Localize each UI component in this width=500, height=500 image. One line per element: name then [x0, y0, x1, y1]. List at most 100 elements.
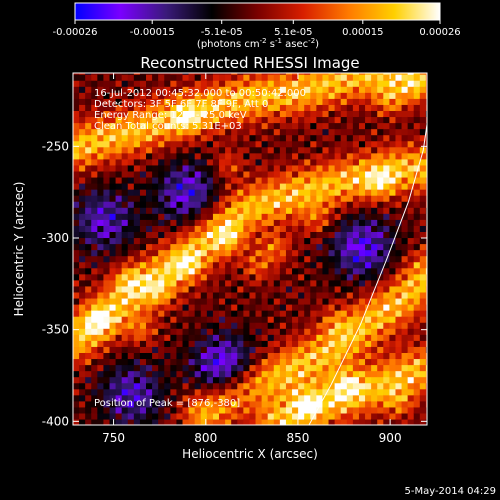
heatmap-cell: [91, 388, 98, 396]
heatmap-cell: [365, 146, 372, 154]
heatmap-cell: [139, 322, 147, 329]
heatmap-cell: [200, 146, 208, 154]
heatmap-cell: [79, 400, 86, 408]
heatmap-cell: [371, 376, 378, 384]
heatmap-cell: [346, 358, 354, 366]
heatmap-cell: [97, 73, 105, 75]
heatmap-cell: [401, 74, 409, 81]
heatmap-cell: [413, 352, 421, 360]
heatmap-cell: [298, 249, 305, 257]
heatmap-cell: [304, 213, 311, 220]
heatmap-cell: [237, 152, 244, 160]
heatmap-cell: [261, 104, 269, 111]
heatmap-cell: [139, 73, 147, 75]
heatmap-cell: [158, 134, 165, 142]
heatmap-cell: [389, 291, 397, 299]
heatmap-cell: [206, 285, 214, 293]
heatmap-cell: [182, 110, 190, 118]
heatmap-cell: [279, 334, 287, 341]
heatmap-cell: [133, 110, 141, 118]
heatmap-cell: [231, 158, 238, 166]
heatmap-cell: [200, 80, 208, 87]
heatmap-cell: [425, 201, 427, 208]
heatmap-cell: [121, 285, 129, 293]
heatmap-cell: [91, 285, 98, 293]
heatmap-cell: [419, 164, 427, 172]
heatmap-cell: [358, 225, 366, 232]
heatmap-cell: [139, 310, 147, 317]
heatmap-cell: [103, 104, 111, 111]
heatmap-cell: [139, 110, 147, 118]
heatmap-cell: [109, 92, 117, 99]
heatmap-cell: [425, 406, 427, 414]
heatmap-cell: [194, 207, 202, 214]
heatmap-cell: [389, 231, 397, 239]
heatmap-cell: [225, 201, 232, 208]
heatmap-cell: [243, 195, 251, 202]
heatmap-cell: [188, 279, 196, 287]
heatmap-cell: [334, 310, 342, 317]
heatmap-cell: [395, 255, 403, 263]
heatmap-cell: [261, 195, 269, 202]
heatmap-cell: [279, 176, 287, 184]
heatmap-cell: [91, 122, 98, 130]
heatmap-cell: [109, 170, 117, 178]
heatmap-cell: [237, 176, 244, 184]
heatmap-cell: [346, 249, 354, 257]
heatmap-cell: [97, 334, 105, 341]
heatmap-cell: [334, 176, 342, 184]
heatmap-cell: [170, 267, 178, 275]
heatmap-cell: [85, 164, 92, 172]
heatmap-cell: [200, 201, 208, 208]
heatmap-cell: [212, 146, 220, 154]
heatmap-cell: [97, 310, 105, 317]
heatmap-cell: [425, 273, 427, 281]
heatmap-cell: [85, 86, 92, 93]
heatmap-cell: [334, 110, 342, 118]
heatmap-cell: [371, 388, 378, 396]
heatmap-cell: [358, 140, 366, 148]
heatmap-cell: [115, 116, 123, 124]
heatmap-cell: [419, 418, 427, 425]
heatmap-cell: [273, 340, 281, 347]
heatmap-cell: [346, 376, 354, 384]
heatmap-cell: [139, 412, 147, 420]
heatmap-cell: [383, 412, 390, 420]
heatmap-cell: [212, 261, 220, 269]
heatmap-cell: [91, 255, 98, 263]
heatmap-cell: [255, 310, 263, 317]
heatmap-cell: [346, 243, 354, 251]
heatmap-cell: [419, 340, 427, 347]
heatmap-cell: [176, 104, 184, 111]
heatmap-cell: [97, 279, 105, 287]
heatmap-cell: [358, 322, 366, 329]
heatmap-cell: [401, 255, 409, 263]
heatmap-cell: [413, 267, 421, 275]
heatmap-cell: [146, 86, 153, 93]
heatmap-cell: [285, 352, 293, 360]
heatmap-cell: [73, 231, 80, 239]
heatmap-cell: [352, 364, 360, 372]
heatmap-cell: [109, 382, 117, 390]
heatmap-cell: [206, 376, 214, 384]
heatmap-cell: [346, 86, 354, 93]
heatmap-cell: [127, 310, 135, 317]
heatmap-cell: [133, 291, 141, 299]
heatmap-cell: [255, 267, 263, 275]
heatmap-cell: [273, 261, 281, 269]
heatmap-cell: [358, 86, 366, 93]
heatmap-cell: [103, 394, 111, 402]
heatmap-cell: [395, 388, 403, 396]
heatmap-cell: [322, 376, 330, 384]
heatmap-cell: [200, 400, 208, 408]
heatmap-cell: [103, 86, 111, 93]
heatmap-cell: [194, 412, 202, 420]
heatmap-cell: [85, 406, 92, 414]
heatmap-cell: [334, 352, 342, 360]
heatmap-cell: [152, 170, 159, 178]
heatmap-cell: [401, 310, 409, 317]
heatmap-cell: [243, 86, 251, 93]
heatmap-cell: [310, 418, 317, 425]
heatmap-cell: [109, 213, 117, 220]
heatmap-cell: [407, 219, 415, 226]
